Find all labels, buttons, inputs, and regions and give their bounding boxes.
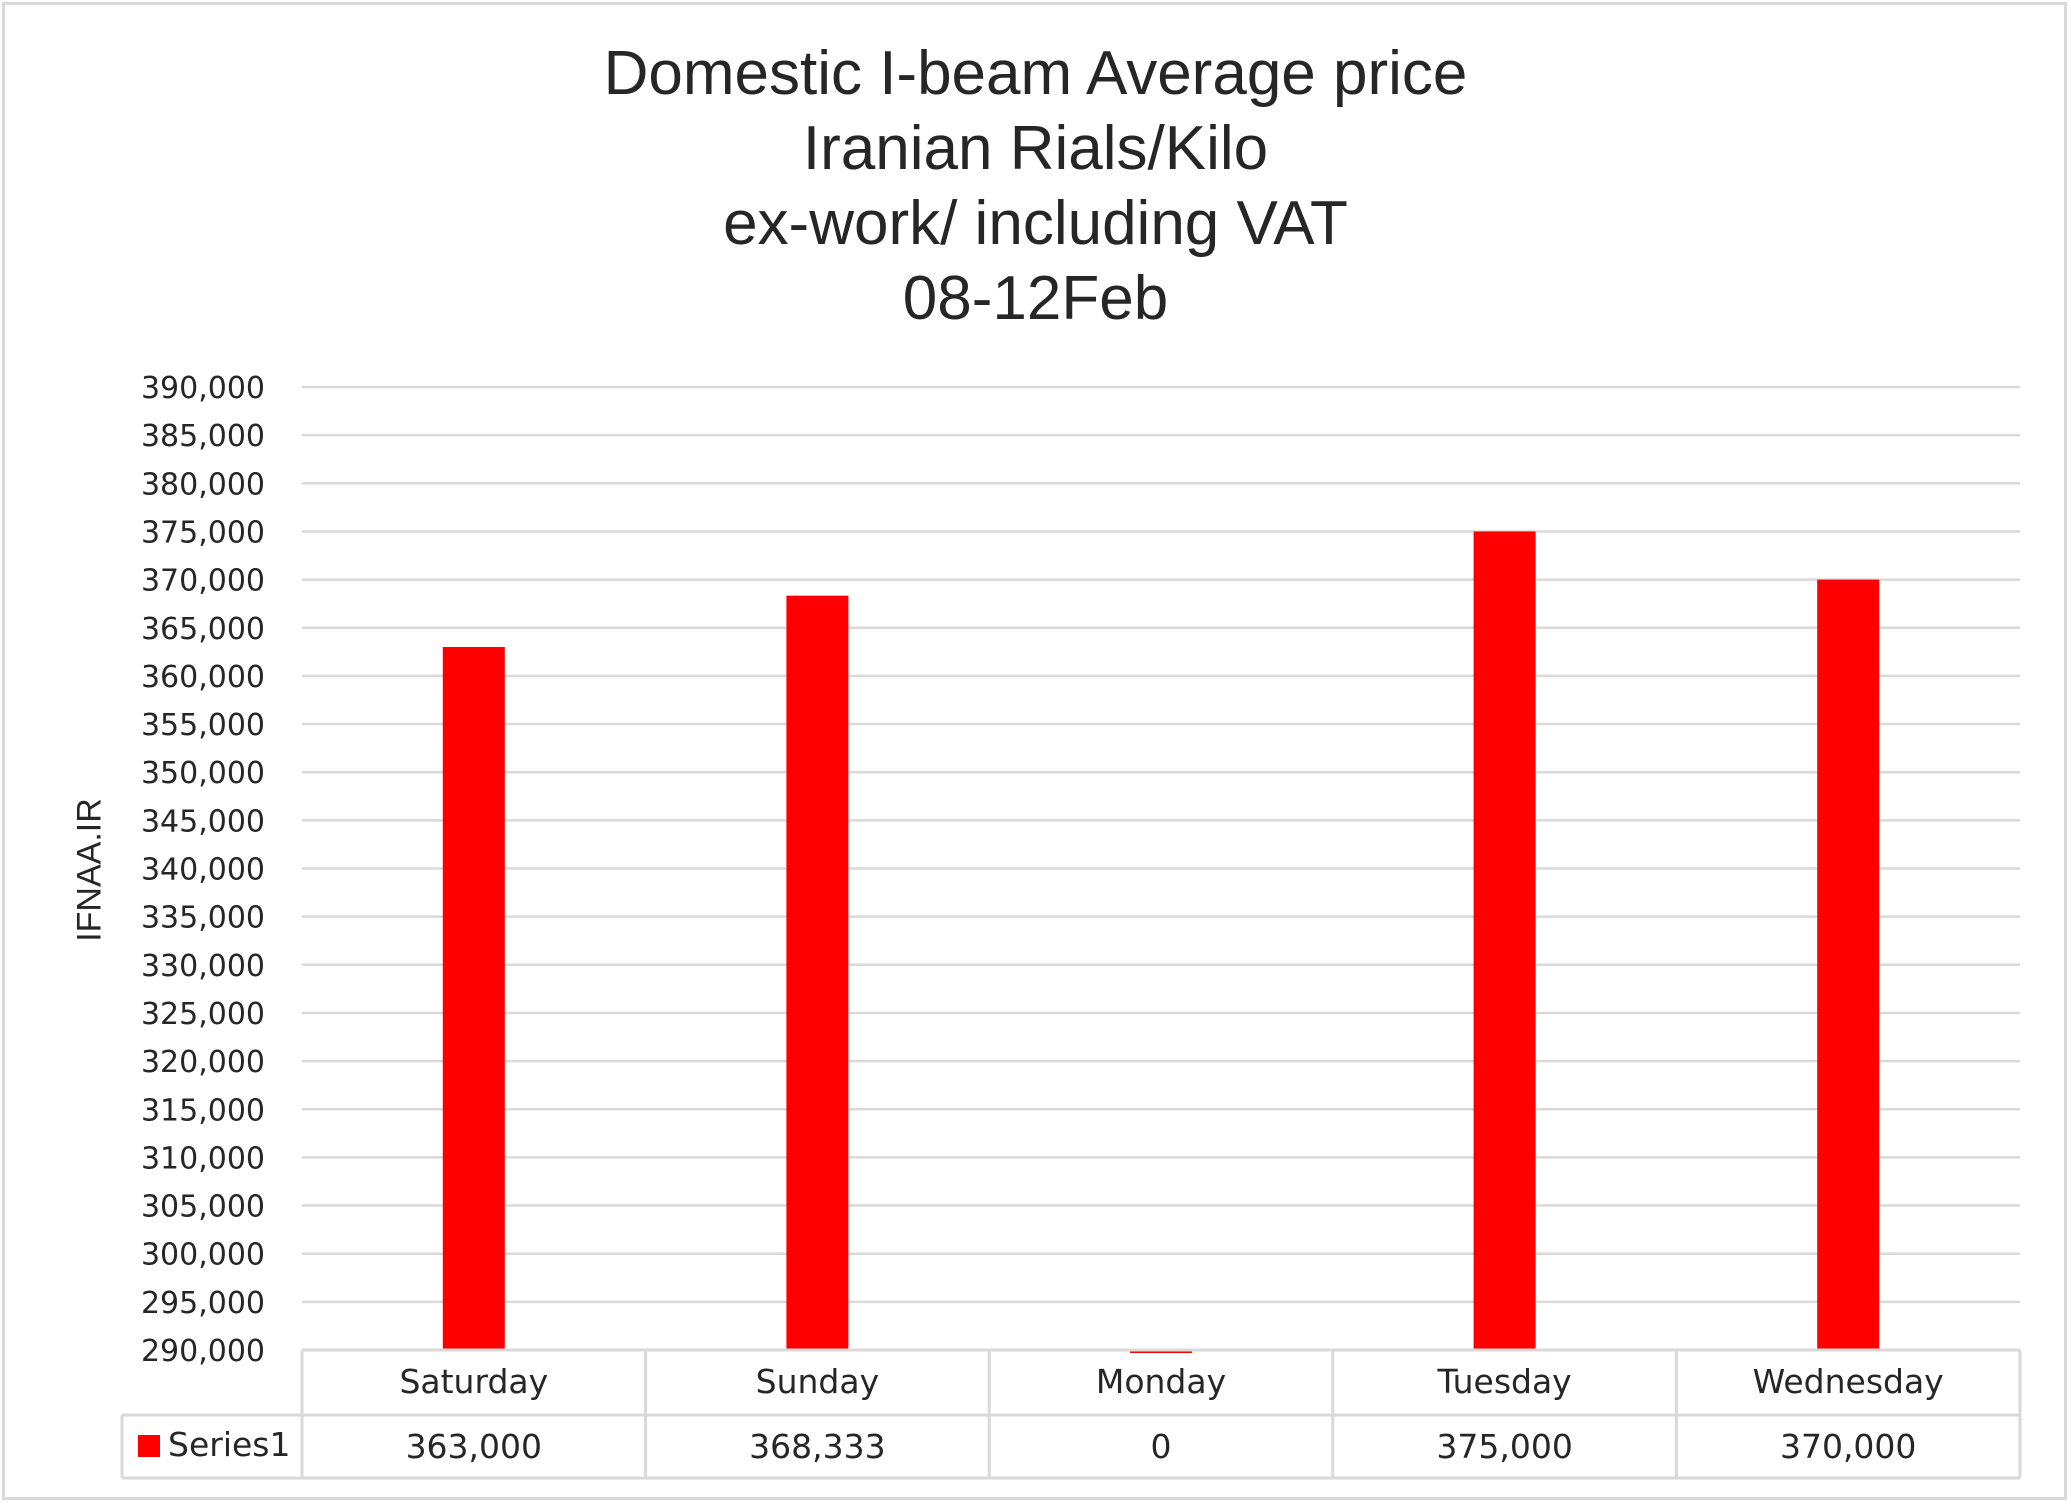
y-tick-label: 310,000	[141, 1141, 265, 1176]
y-tick-label: 350,000	[141, 756, 265, 791]
y-tick-label: 330,000	[141, 949, 265, 984]
y-tick-label: 385,000	[141, 419, 265, 454]
x-category-label: Tuesday	[1436, 1362, 1571, 1401]
chart-title-line-2: Iranian Rials/Kilo	[802, 114, 1269, 183]
y-tick-label: 325,000	[141, 997, 265, 1032]
x-category-label: Wednesday	[1753, 1362, 1944, 1401]
chart-title-line-4: 08-12Feb	[902, 264, 1169, 333]
chart-title-line-1: Domestic I-beam Average price	[603, 39, 1468, 108]
y-tick-label: 295,000	[141, 1286, 265, 1321]
y-tick-label: 315,000	[141, 1093, 265, 1128]
legend-label-series1: Series1	[168, 1425, 290, 1464]
y-tick-label: 300,000	[141, 1238, 265, 1273]
y-tick-label: 345,000	[141, 804, 265, 839]
y-tick-label: 340,000	[141, 853, 265, 888]
bar-tuesday	[1473, 531, 1536, 1350]
chart-title: Domestic I-beam Average price Iranian Ri…	[0, 36, 2071, 336]
chart-title-line-3: ex-work/ including VAT	[723, 189, 1348, 258]
table-value-cell: 363,000	[406, 1427, 542, 1466]
y-tick-label: 320,000	[141, 1045, 265, 1080]
x-category-label: Sunday	[756, 1362, 879, 1401]
y-tick-label: 380,000	[141, 467, 265, 502]
y-tick-label: 360,000	[141, 660, 265, 695]
bar-sunday	[786, 595, 849, 1350]
y-tick-label: 355,000	[141, 708, 265, 743]
y-tick-label: 390,000	[141, 371, 265, 406]
y-tick-label: 375,000	[141, 515, 265, 550]
x-category-label: Monday	[1096, 1362, 1226, 1401]
table-value-cell: 370,000	[1780, 1427, 1916, 1466]
x-category-label: Saturday	[399, 1362, 548, 1401]
legend-key-series1	[138, 1435, 160, 1457]
bar-saturday	[442, 647, 505, 1350]
table-value-cell: 375,000	[1436, 1427, 1572, 1466]
table-value-cell: 368,333	[749, 1427, 885, 1466]
y-tick-label: 335,000	[141, 901, 265, 936]
table-value-cell: 0	[1151, 1427, 1172, 1466]
y-tick-label: 305,000	[141, 1190, 265, 1225]
y-tick-label: 365,000	[141, 612, 265, 647]
bar-wednesday	[1817, 579, 1880, 1350]
y-tick-label: 370,000	[141, 564, 265, 599]
y-tick-label: 290,000	[141, 1334, 265, 1369]
